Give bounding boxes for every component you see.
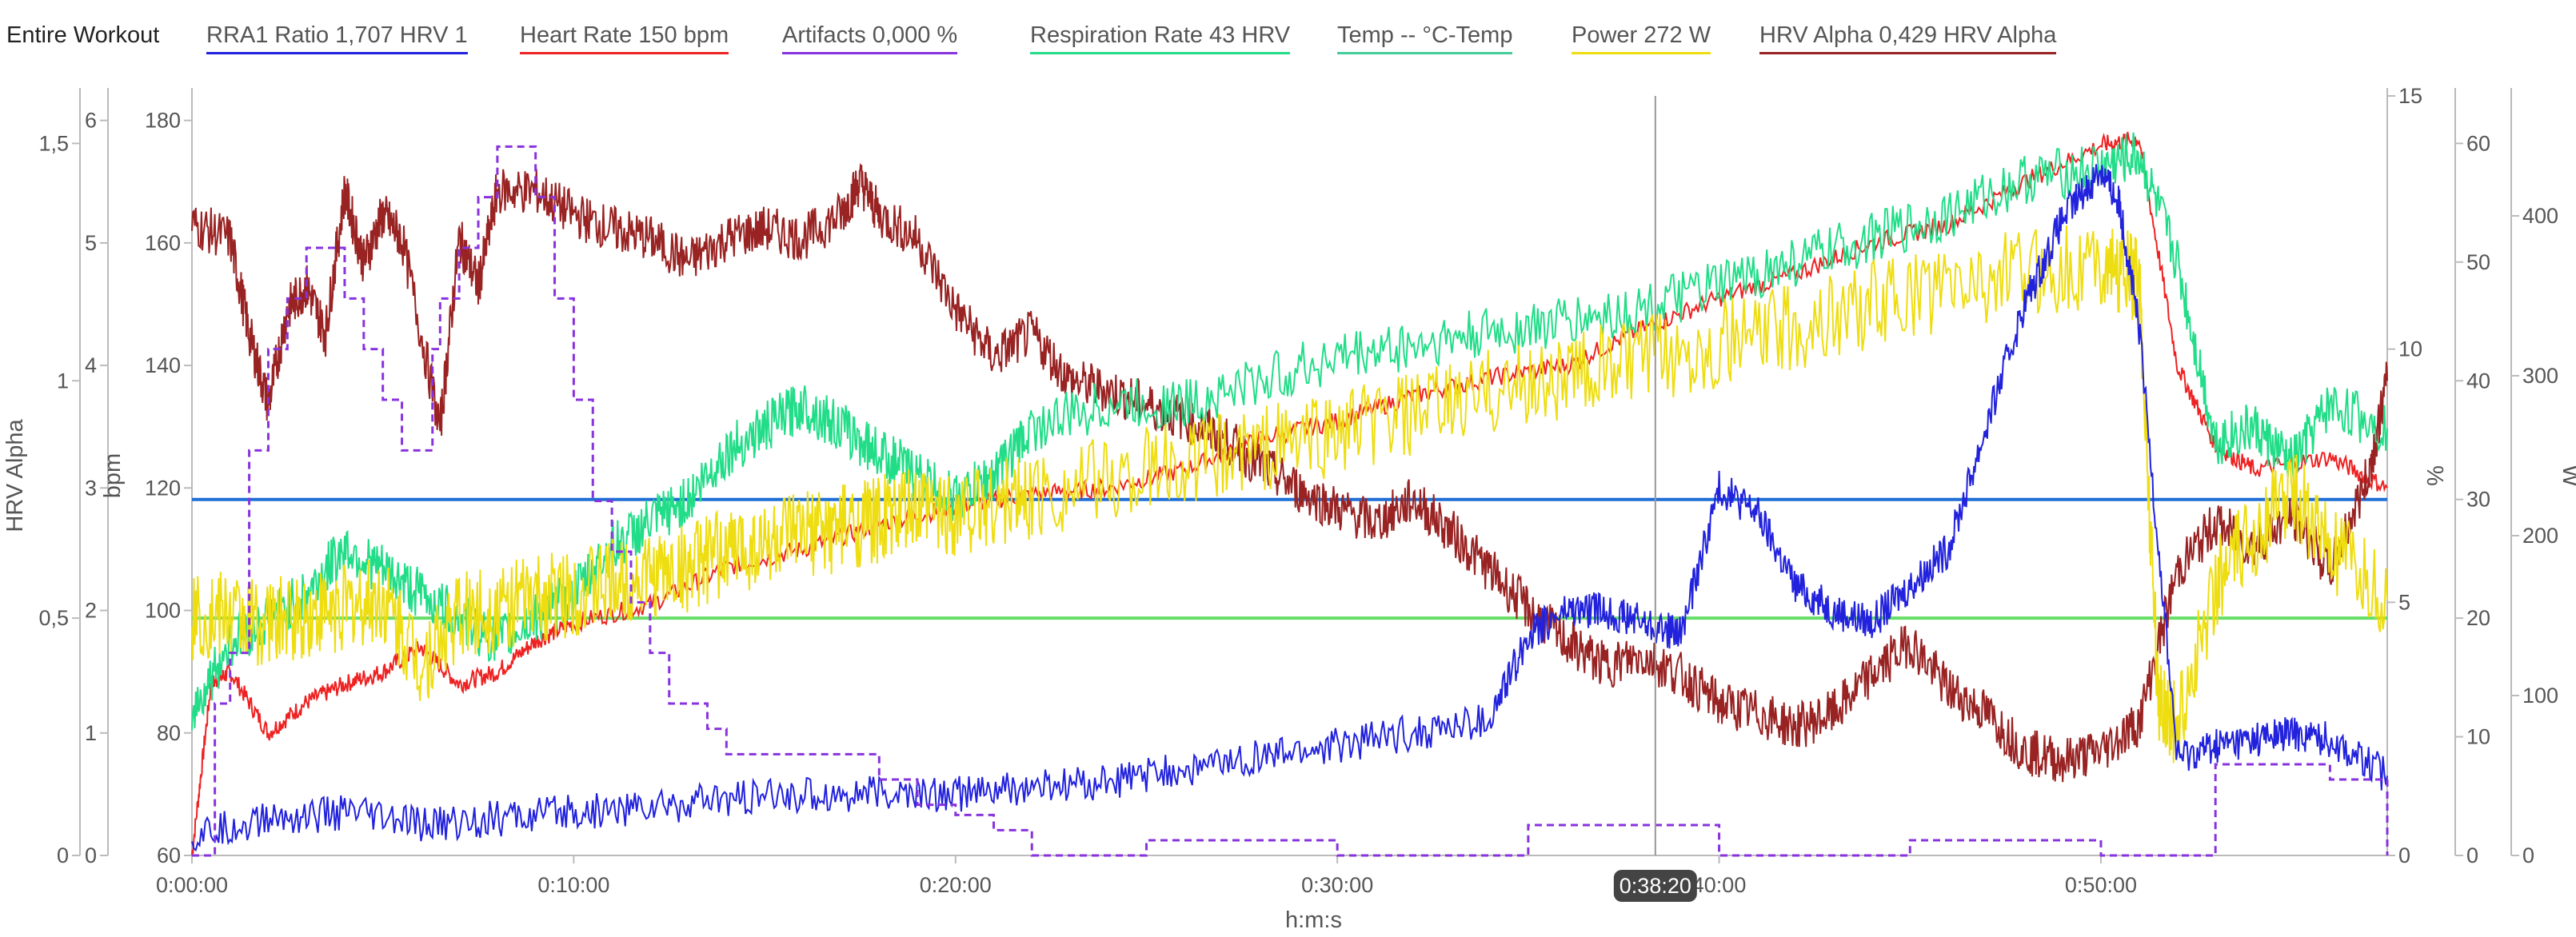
- cursor-layer: 0:38:20: [1613, 96, 1697, 902]
- x-tick-label: 0:50:00: [2065, 873, 2137, 897]
- bpm-axis-label: bpm: [100, 453, 126, 498]
- legend-item-heart-rate[interactable]: Heart Rate 150 bpm: [520, 22, 729, 54]
- legend-item-rra1[interactable]: RRA1 Ratio 1,707 HRV 1: [206, 22, 468, 54]
- resp-tick-label: 30: [2466, 488, 2490, 512]
- watts-tick-label: 400: [2522, 204, 2558, 228]
- watts-axis-label: W: [2558, 465, 2576, 487]
- cursor-badge: [1613, 870, 1697, 902]
- resp-tick-label: 10: [2466, 725, 2490, 749]
- resp-tick-label: 50: [2466, 250, 2490, 274]
- percent-tick-label: 0: [2398, 843, 2410, 867]
- percent-tick-label: 10: [2398, 337, 2422, 361]
- hrv_alpha-axis-label: HRV Alpha: [2, 418, 28, 532]
- bpm-tick-label: 80: [157, 721, 181, 745]
- rra1-tick-label: 5: [85, 231, 97, 255]
- legend-scope-label[interactable]: Entire Workout: [6, 22, 160, 48]
- legend-item-respiration[interactable]: Respiration Rate 43 HRV: [1030, 22, 1291, 54]
- cursor-label: 0:38:20: [1619, 874, 1691, 898]
- series-power: [191, 225, 2388, 764]
- rra1-tick-label: 6: [85, 109, 97, 133]
- resp-tick-label: 20: [2466, 606, 2490, 630]
- resp-tick-label: 0: [2466, 843, 2478, 867]
- legend-bar: Entire Workout RRA1 Ratio 1,707 HRV 1 He…: [0, 11, 2576, 59]
- legend-item-temp[interactable]: Temp -- °C-Temp: [1337, 22, 1513, 54]
- legend-item-artifacts[interactable]: Artifacts 0,000 %: [782, 22, 958, 54]
- legend-item-power[interactable]: Power 272 W: [1572, 22, 1711, 54]
- rra1-tick-label: 2: [85, 599, 97, 623]
- resp-tick-label: 40: [2466, 369, 2490, 393]
- percent-axis-label: %: [2423, 465, 2449, 486]
- rra1-tick-label: 4: [85, 353, 97, 377]
- rra1-tick-label: 0: [85, 843, 97, 867]
- percent-tick-label: 15: [2398, 84, 2422, 108]
- watts-tick-label: 300: [2522, 364, 2558, 388]
- x-tick-label: 0:10:00: [537, 873, 609, 897]
- rra1-tick-label: 1: [85, 721, 97, 745]
- series-hrv-alpha: [191, 162, 2388, 783]
- x-tick-label: 0:00:00: [156, 873, 228, 897]
- hrv_alpha-tick-label: 0,5: [38, 606, 69, 630]
- legend-item-hrv-alpha[interactable]: HRV Alpha 0,429 HRV Alpha: [1759, 22, 2057, 54]
- watts-tick-label: 100: [2522, 684, 2558, 708]
- rra1-tick-label: 3: [85, 476, 97, 500]
- hrv_alpha-tick-label: 1: [57, 369, 69, 393]
- series-heart-rate: [191, 131, 2388, 856]
- hrv_alpha-tick-label: 1,5: [38, 131, 69, 155]
- bpm-tick-label: 140: [145, 353, 181, 377]
- resp-tick-label: 60: [2466, 131, 2490, 155]
- series-rra1-ratio: [191, 164, 2388, 852]
- bpm-tick-label: 180: [145, 109, 181, 133]
- x-axis-label: h:m:s: [1285, 907, 1342, 933]
- x-tick-label: 0:30:00: [1301, 873, 1373, 897]
- bpm-tick-label: 120: [145, 476, 181, 500]
- x-tick-label: 40:00: [1692, 873, 1747, 897]
- series-layer: [191, 131, 2389, 857]
- hrv_alpha-tick-label: 0: [57, 843, 69, 867]
- watts-tick-label: 0: [2522, 843, 2534, 867]
- bpm-tick-label: 60: [157, 843, 181, 867]
- x-tick-label: 0:20:00: [920, 873, 992, 897]
- reference-lines: [192, 497, 2387, 620]
- percent-tick-label: 5: [2398, 590, 2410, 614]
- series-artifacts: [192, 145, 2389, 857]
- bpm-tick-label: 160: [145, 231, 181, 255]
- bpm-tick-label: 100: [145, 599, 181, 623]
- watts-tick-label: 200: [2522, 524, 2558, 548]
